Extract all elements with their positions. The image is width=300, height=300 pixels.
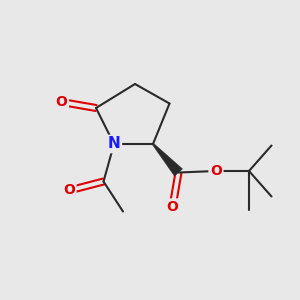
- Text: O: O: [56, 95, 68, 109]
- Polygon shape: [152, 143, 182, 176]
- Text: O: O: [63, 184, 75, 197]
- Text: O: O: [167, 200, 178, 214]
- Text: O: O: [210, 164, 222, 178]
- Text: N: N: [108, 136, 120, 152]
